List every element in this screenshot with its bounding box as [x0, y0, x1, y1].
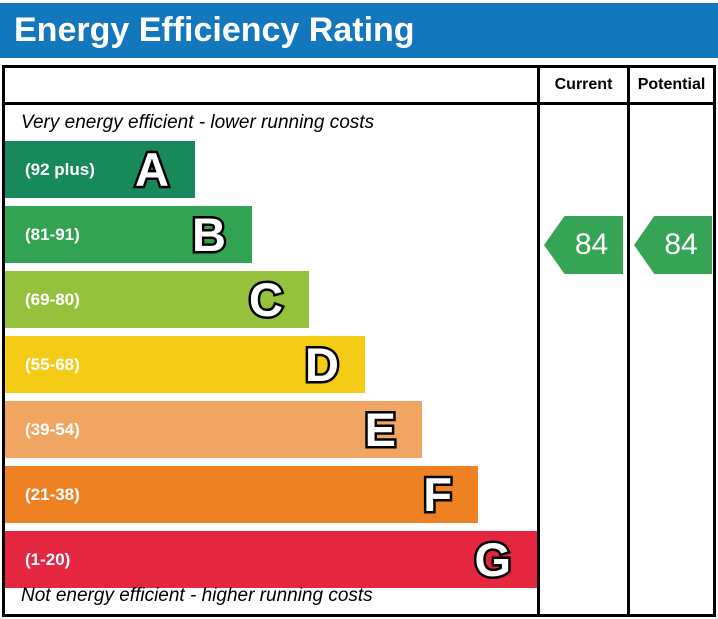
- band-c-letter: C: [247, 271, 286, 329]
- top-note: Very energy efficient - lower running co…: [21, 112, 375, 133]
- band-a-letter: A: [133, 141, 172, 199]
- band-f: (21-38) F: [5, 466, 478, 524]
- bands-column: Very energy efficient - lower running co…: [5, 105, 537, 614]
- band-g-range: (1-20): [25, 549, 71, 569]
- band-g: (1-20) G: [5, 531, 537, 589]
- chart-body: Very energy efficient - lower running co…: [5, 105, 713, 614]
- band-e-range: (39-54): [25, 419, 80, 439]
- band-c-range: (69-80): [25, 289, 80, 309]
- band-b-letter: B: [190, 206, 229, 264]
- current-column-header: Current: [537, 68, 627, 102]
- bottom-note: Not energy efficient - higher running co…: [21, 585, 373, 606]
- band-d-range: (55-68): [25, 354, 80, 374]
- band-e: (39-54) E: [5, 401, 422, 459]
- header-spacer: [5, 68, 537, 102]
- band-d: (55-68) D: [5, 336, 365, 394]
- band-b: (81-91) B: [5, 206, 252, 264]
- band-b-range: (81-91): [25, 224, 80, 244]
- current-rating-value: 84: [574, 228, 609, 261]
- band-e-letter: E: [362, 401, 398, 459]
- band-a-range: (92 plus): [25, 159, 95, 179]
- band-a: (92 plus) A: [5, 141, 195, 199]
- potential-rating-value: 84: [664, 228, 698, 261]
- band-d-letter: D: [303, 336, 342, 394]
- band-f-range: (21-38): [25, 484, 80, 504]
- band-f-letter: F: [421, 466, 455, 524]
- band-c: (69-80) C: [5, 271, 309, 329]
- current-column: 84: [537, 105, 627, 614]
- energy-rating-chart: Current Potential Very energy efficient …: [2, 65, 716, 617]
- potential-rating-arrow: 84: [634, 216, 712, 274]
- potential-column: 84: [627, 105, 713, 614]
- band-g-letter: G: [472, 531, 514, 589]
- potential-column-header: Potential: [627, 68, 713, 102]
- chart-header-row: Current Potential: [5, 68, 713, 105]
- page-title-bar: Energy Efficiency Rating: [0, 3, 718, 58]
- page-title: Energy Efficiency Rating: [14, 11, 415, 49]
- current-rating-arrow: 84: [544, 216, 623, 274]
